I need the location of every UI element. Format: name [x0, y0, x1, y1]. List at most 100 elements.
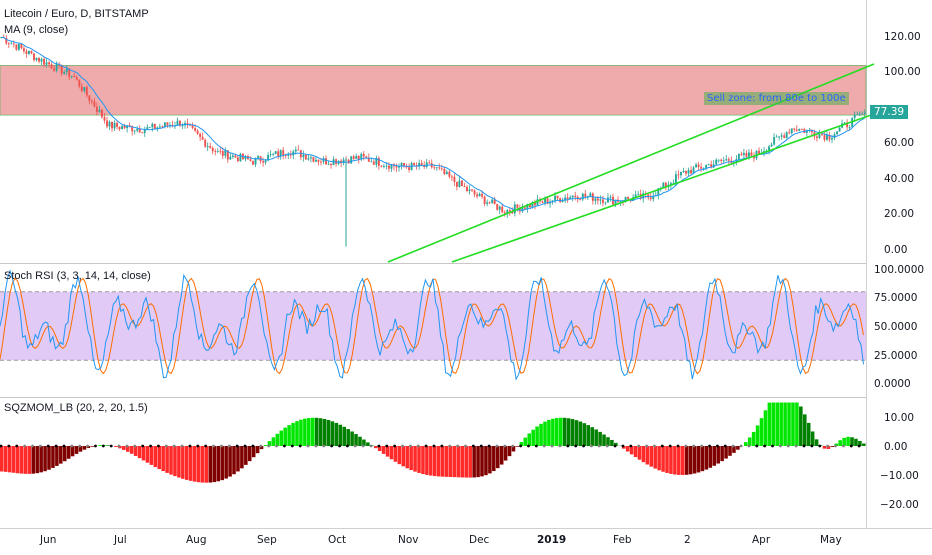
candle-body: [212, 148, 214, 151]
candle-body: [239, 154, 241, 161]
sqz-dot: [653, 445, 656, 448]
sqz-dot: [645, 445, 648, 448]
sqz-bar: [4, 446, 8, 472]
candle-body: [818, 134, 820, 138]
candle-body: [197, 131, 199, 134]
price-tick: 60.00: [884, 137, 914, 149]
sqzmom-legend[interactable]: SQZMOM_LB (20, 2, 20, 1.5): [4, 402, 148, 414]
sqz-dot: [661, 445, 664, 448]
sqz-bar: [299, 420, 303, 446]
candle-body: [773, 137, 775, 144]
candle-body: [151, 124, 153, 127]
candle-body: [413, 163, 415, 165]
candle-body: [647, 194, 649, 197]
sqz-bar: [642, 446, 646, 462]
sqz-bar: [795, 403, 799, 447]
candle-body: [330, 164, 332, 165]
candle-body: [738, 154, 740, 159]
candle-body: [491, 200, 493, 203]
sqz-bar: [433, 446, 437, 476]
sqz-bar: [405, 446, 409, 468]
sqz-dot: [614, 445, 617, 448]
sqz-dot: [590, 445, 593, 448]
candle-body: [594, 199, 596, 201]
sqz-bar: [169, 446, 173, 475]
sqz-bar: [464, 446, 468, 478]
sqz-bar: [213, 446, 217, 482]
sqz-bar: [701, 446, 705, 471]
candle-body: [715, 160, 717, 165]
candle-body: [501, 207, 503, 213]
sqz-dot: [566, 445, 569, 448]
stoch-rsi-legend[interactable]: Stoch RSI (3, 3, 14, 14, close): [4, 270, 151, 282]
candle-body: [821, 134, 823, 135]
candle-body: [602, 199, 604, 203]
candle-body: [496, 204, 498, 210]
candle-body: [421, 163, 423, 165]
candle-body: [343, 160, 345, 164]
sqz-dot: [299, 445, 302, 448]
sqz-bar: [831, 446, 835, 447]
sqz-bar: [228, 446, 232, 477]
sqz-bar: [602, 434, 606, 446]
sqz-bar: [98, 445, 102, 446]
sqz-dot: [417, 445, 420, 448]
sell-zone-note[interactable]: Sell zone: from 80e to 100e: [704, 92, 849, 105]
sqz-bar: [193, 446, 197, 482]
candle-body: [388, 166, 390, 169]
sqz-bar: [539, 424, 543, 446]
sqz-dot: [393, 445, 396, 448]
sqz-dot: [472, 445, 475, 448]
candle-body: [91, 101, 93, 102]
candle-body: [111, 122, 113, 128]
candle-body: [282, 150, 284, 155]
candle-body: [479, 194, 481, 197]
sqz-dot: [165, 445, 168, 448]
candle-body: [350, 156, 352, 163]
symbol-title[interactable]: Litecoin / Euro, D, BITSTAMP: [4, 8, 149, 20]
sqz-dot: [354, 445, 357, 448]
candle-body: [650, 198, 652, 200]
candle-body: [816, 136, 818, 137]
candle-body: [610, 197, 612, 198]
candle-body: [778, 137, 780, 138]
sqz-bar: [772, 403, 776, 447]
sqz-dot: [55, 445, 58, 448]
sqz-dot: [370, 445, 373, 448]
candle-body: [20, 44, 22, 48]
rsi-tick: 75.0000: [874, 292, 917, 304]
sqz-bar: [264, 445, 268, 446]
sqz-dot: [787, 445, 790, 448]
sqz-bar: [256, 446, 260, 453]
candle-body: [194, 128, 196, 131]
sqz-dot: [47, 445, 50, 448]
candle-body: [18, 44, 20, 50]
candle-body: [582, 194, 584, 200]
candle-body: [43, 59, 45, 65]
sqz-bar: [736, 446, 740, 450]
ma-legend[interactable]: MA (9, close): [4, 24, 68, 36]
candle-body: [466, 187, 468, 191]
sqz-bar: [661, 446, 665, 472]
candle-body: [116, 123, 118, 127]
candle-body: [458, 181, 460, 187]
sqz-dot: [15, 445, 18, 448]
time-tick: Oct: [328, 534, 346, 546]
sqz-bar: [248, 446, 252, 461]
candle-body: [136, 129, 138, 131]
candle-body: [448, 172, 450, 177]
sqz-bar: [646, 446, 650, 465]
candle-body: [15, 44, 17, 49]
sqz-dot: [858, 445, 861, 448]
candle-body: [854, 115, 856, 118]
sqz-dot: [826, 445, 829, 448]
sqz-dot: [842, 445, 845, 448]
candle-body: [441, 168, 443, 169]
sqz-dot: [519, 445, 522, 448]
sqz-bar: [205, 446, 209, 483]
sqz-bar: [173, 446, 177, 476]
sqz-bar: [236, 446, 240, 471]
candle-body: [252, 161, 254, 165]
sqz-dot: [338, 445, 341, 448]
sqz-dot: [236, 445, 239, 448]
